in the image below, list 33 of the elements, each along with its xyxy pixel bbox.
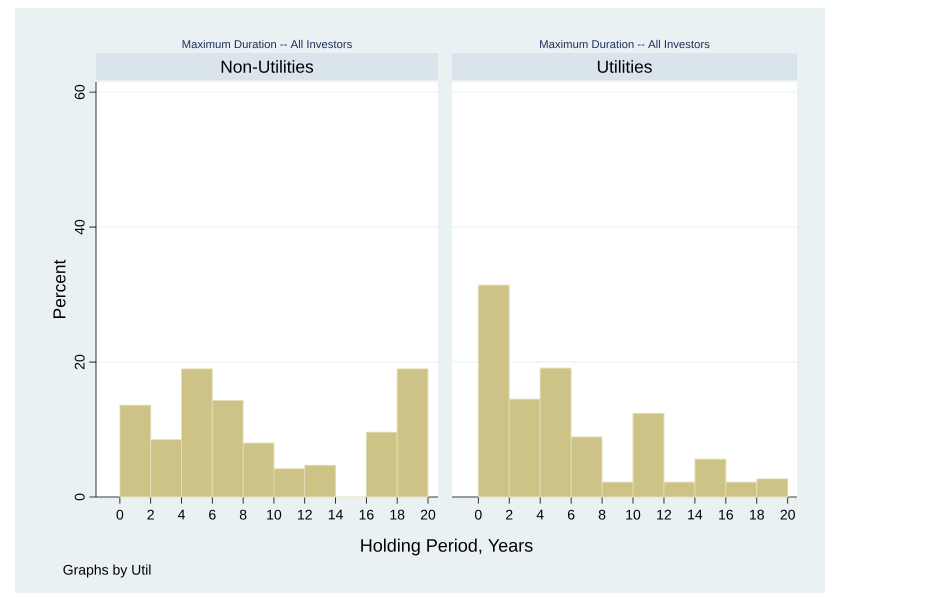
x-tick-label: 4 bbox=[178, 510, 185, 520]
x-tick-label: 0 bbox=[116, 510, 124, 520]
x-tick-label: 14 bbox=[328, 510, 343, 520]
x-tick-label: 6 bbox=[209, 510, 216, 520]
x-tick-label: 16 bbox=[360, 510, 374, 520]
x-tick-label: 8 bbox=[240, 510, 246, 520]
y-tick-label: 60 bbox=[74, 84, 85, 100]
x-tick-label: 20 bbox=[420, 510, 436, 520]
x-tick-label: 4 bbox=[536, 510, 544, 520]
x-tick-label: 18 bbox=[750, 510, 764, 520]
y-tick-label: 20 bbox=[74, 354, 85, 370]
chart-subtitle: Maximum Duration -- All Investors bbox=[540, 40, 710, 48]
x-tick-label: 6 bbox=[568, 510, 574, 520]
x-tick-label: 0 bbox=[474, 510, 482, 520]
chart-title: Utilities bbox=[598, 60, 652, 73]
x-axis-title: Holding Period, Years bbox=[361, 538, 533, 556]
y-axis-title: Percent bbox=[53, 260, 66, 318]
chart-title: Non-Utilities bbox=[222, 60, 314, 73]
x-tick-label: 12 bbox=[298, 510, 312, 520]
x-tick-label: 18 bbox=[390, 510, 404, 520]
x-tick-label: 20 bbox=[780, 510, 795, 520]
x-tick-label: 2 bbox=[148, 510, 154, 520]
y-tick-label: 0 bbox=[74, 494, 85, 500]
x-tick-label: 16 bbox=[719, 510, 734, 520]
x-tick-label: 10 bbox=[267, 510, 282, 520]
x-tick-label: 8 bbox=[598, 510, 606, 520]
text: Graphs by Util bbox=[63, 564, 150, 578]
y-tick-label: 40 bbox=[74, 220, 85, 235]
x-tick-label: 14 bbox=[688, 510, 702, 520]
chart-subtitle: Maximum Duration -- All Investors bbox=[182, 40, 352, 48]
x-tick-label: 12 bbox=[657, 510, 672, 520]
x-tick-label: 10 bbox=[626, 510, 640, 520]
x-tick-label: 2 bbox=[506, 510, 512, 520]
